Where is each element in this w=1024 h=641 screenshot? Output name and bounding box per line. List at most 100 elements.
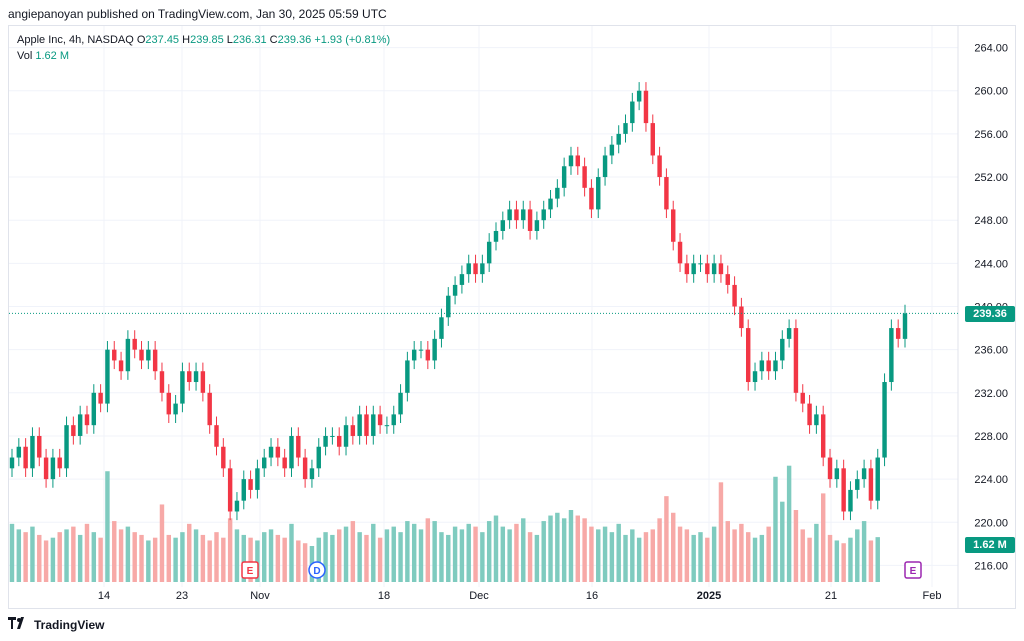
chart-legend: Apple Inc, 4h, NASDAQ O237.45 H239.85 L2… [17,32,390,64]
candle-body [889,328,894,383]
candle-body [541,209,546,221]
y-tick-label: 232.00 [974,388,1008,400]
y-tick-label: 248.00 [974,215,1008,227]
volume-bar [555,512,560,582]
candle-body [371,414,376,436]
candle-body [684,263,690,275]
candle-body [316,446,321,469]
legend-ohlc-row: Apple Inc, 4h, NASDAQ O237.45 H239.85 L2… [17,32,390,48]
volume-bar [834,540,840,582]
candle-body [630,101,635,124]
candle-body [411,349,417,361]
candle-body [745,328,751,383]
volume-bar [773,476,778,582]
x-tick-label: Feb [923,590,942,602]
candle-body [302,457,308,480]
volume-bar [725,521,730,582]
candle-body [357,414,362,436]
volume-bar [827,534,833,582]
volume-bar [473,526,478,582]
volume-bar [336,529,342,582]
volume-bar [268,529,274,582]
volume-bar [187,523,192,582]
volume-bar [602,526,608,582]
volume-bar [759,534,765,582]
candle-body [534,220,540,231]
candle-body [759,360,765,372]
candle-body [262,457,267,469]
volume-bar [677,526,683,582]
candle-body [800,392,805,404]
candle-body [432,338,437,361]
candle-body [766,360,771,372]
volume-bar [357,532,362,582]
candle-body [575,155,581,167]
candle-body [91,392,97,426]
volume-bar [820,493,826,582]
open-value: 237.45 [145,34,180,46]
candle-body [725,274,730,285]
volume-bar [623,534,628,582]
tradingview-footer[interactable]: TradingView [8,617,104,632]
candle-body [207,392,212,426]
candle-body [166,392,172,415]
candle-body [180,371,185,404]
volume-bar [377,537,383,582]
symbol-label[interactable]: Apple Inc, 4h, NASDAQ [17,34,134,46]
low-value: 236.31 [232,34,267,46]
candle-body [425,349,431,361]
candle-body [309,468,315,480]
candle-body [493,230,499,242]
low-label: L [226,34,233,46]
candle-body [418,349,424,351]
chart-frame[interactable] [8,25,1016,609]
candle-body [882,382,887,458]
volume-bar [582,518,587,582]
volume-bar [630,529,635,582]
volume-bar [575,515,581,582]
candle-body [561,166,567,188]
x-tick-label: 18 [378,590,390,602]
candle-body [132,338,137,350]
candle-body [214,425,219,447]
y-tick-label: 224.00 [974,474,1008,486]
volume-bar [275,534,281,582]
volume-bar [323,532,328,582]
volume-bar [330,534,335,582]
volume-bar [855,529,860,582]
volume-bar [105,471,110,582]
volume-bar [282,537,287,582]
volume-bar [418,529,424,582]
candle-body [336,435,342,447]
earnings-marker-box [241,561,259,579]
candle-body [9,457,15,469]
volume-bar [732,529,737,582]
volume-bar [848,537,853,582]
candle-body [568,155,574,167]
dividend-marker[interactable]: D [308,561,326,579]
volume-bar [541,521,546,582]
earnings-marker[interactable]: E [904,561,922,579]
volume-bar [71,526,76,582]
volume-bar [411,523,417,582]
candle-body [221,446,226,469]
volume-bar [616,523,621,582]
volume-bar [691,534,696,582]
volume-bar [861,521,867,582]
earnings-marker[interactable]: E [241,561,259,579]
volume-bar [636,537,642,582]
last-volume-tag: 1.62 M [965,537,1015,553]
volume-bar [752,537,758,582]
candle-body [200,371,206,393]
volume-bar [166,534,172,582]
volume-bar [16,529,22,582]
candle-body [875,457,880,501]
candle-body [98,392,103,404]
volume-bar [139,534,144,582]
volume-bar [589,526,594,582]
high-label: H [182,34,191,46]
candle-body [105,349,110,404]
volume-bar [9,523,15,582]
volume-bar [500,526,506,582]
